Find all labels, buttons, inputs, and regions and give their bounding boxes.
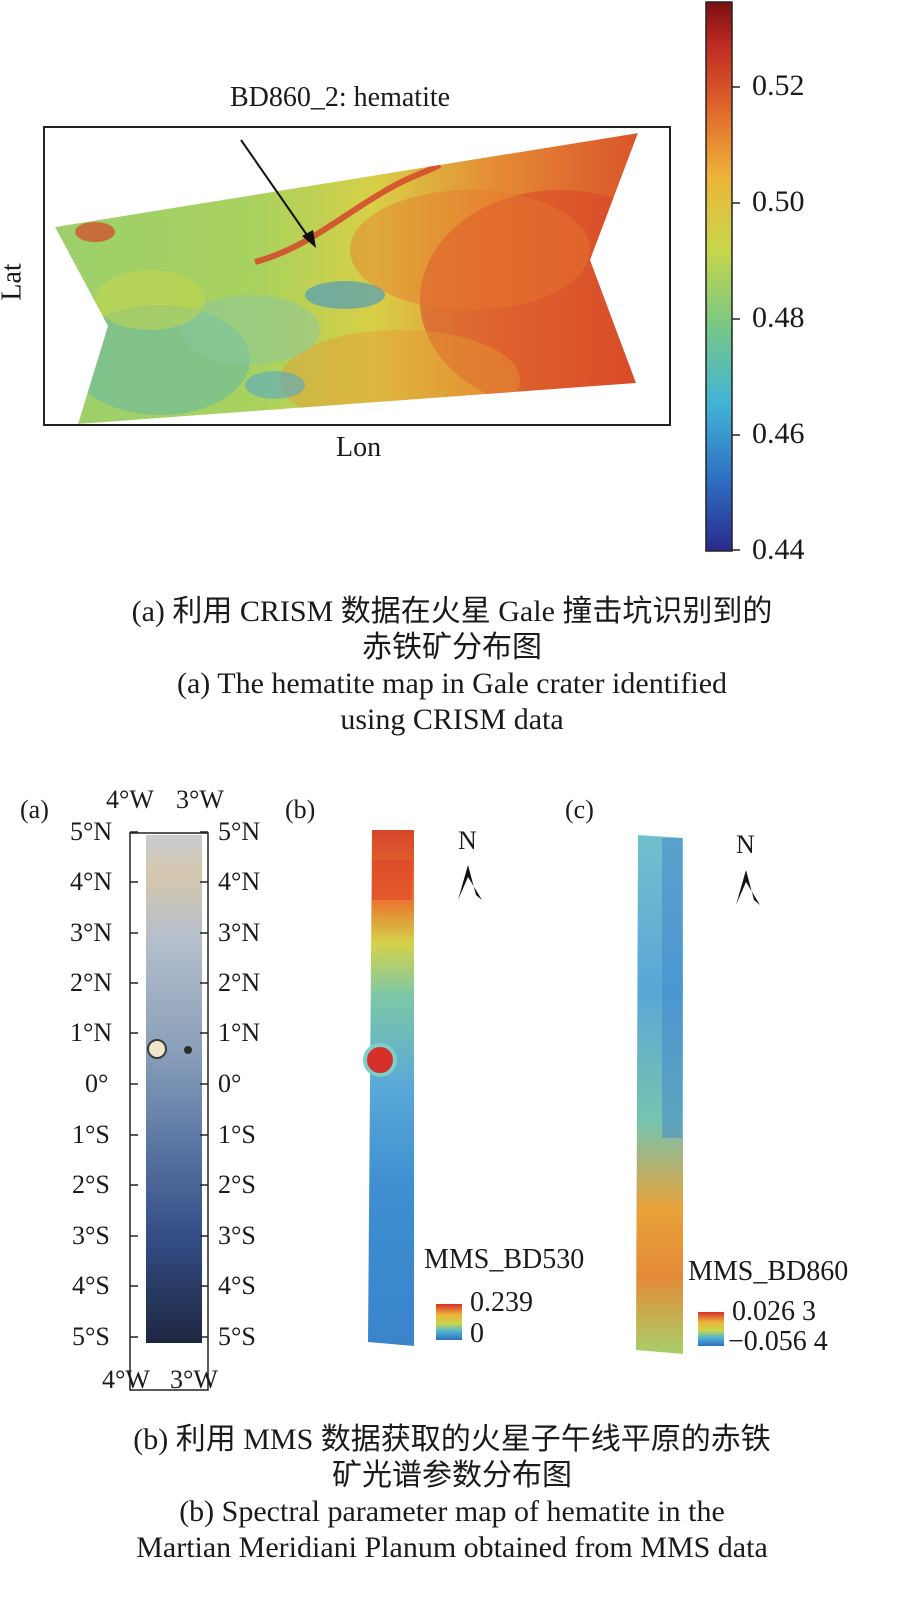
lat-tick-right: 0° xyxy=(218,1069,242,1098)
lat-tick-right: 2°N xyxy=(218,968,261,997)
crater-feature xyxy=(184,1046,192,1054)
colorbar-tick-label: 0.44 xyxy=(752,533,805,566)
strip-b-image xyxy=(368,830,414,1346)
crater-feature xyxy=(147,1039,167,1059)
lat-tick-right: 5°N xyxy=(218,817,261,846)
north-label-b: N xyxy=(458,826,477,855)
strip-a-frame xyxy=(129,832,209,1391)
bottom-tick-lon: 3°W xyxy=(170,1365,218,1394)
annotation-arrow xyxy=(240,139,310,239)
caption-b-zh-line2: 矿光谱参数分布图 xyxy=(332,1459,572,1492)
x-axis-label: Lon xyxy=(336,432,382,463)
legend-c-min: −0.056 4 xyxy=(728,1326,828,1357)
legend-c-title: MMS_BD860 xyxy=(688,1256,849,1287)
hematite-annotation: BD860_2: hematite xyxy=(230,82,451,113)
mms-figure xyxy=(129,830,760,1391)
north-arrow-c xyxy=(736,870,760,905)
legend-b-ramp xyxy=(436,1304,462,1340)
colorbar-ticks xyxy=(732,86,740,551)
lat-tick-left: 4°N xyxy=(70,867,113,896)
subpanel-b-label: (b) xyxy=(285,795,316,824)
lat-tick-right: 1°N xyxy=(218,1018,261,1047)
caption-a-zh-line1: (a) 利用 CRISM 数据在火星 Gale 撞击坑识别到的 xyxy=(131,595,773,628)
caption-a-en-line1: (a) The hematite map in Gale crater iden… xyxy=(176,667,728,700)
legend-c-max: 0.026 3 xyxy=(732,1296,816,1327)
colorbar xyxy=(705,1,733,552)
arrow-head xyxy=(302,230,316,248)
colorbar-tick-label: 0.46 xyxy=(752,417,805,450)
y-axis-label: Lat xyxy=(0,263,28,301)
lat-tick-left: 1°S xyxy=(72,1120,110,1149)
legend-c-ramp xyxy=(698,1312,724,1346)
lat-tick-right: 2°S xyxy=(218,1170,256,1199)
top-tick-lon: 4°W xyxy=(106,785,154,814)
crater-feature xyxy=(363,1043,397,1077)
caption-a-en-line2: using CRISM data xyxy=(340,703,564,736)
legend-b-max: 0.239 xyxy=(470,1287,533,1318)
subpanel-c-label: (c) xyxy=(565,795,594,824)
north-arrow-b xyxy=(458,865,482,900)
lat-tick-left: 4°S xyxy=(72,1271,110,1300)
north-label-c: N xyxy=(736,830,755,859)
colorbar-tick-label: 0.52 xyxy=(752,69,805,102)
caption-b-en-line1: (b) Spectral parameter map of hematite i… xyxy=(179,1495,725,1528)
bottom-tick-lon: 4°W xyxy=(102,1365,150,1394)
strip-b-hotspot xyxy=(372,860,412,900)
lat-tick-right: 3°N xyxy=(218,918,261,947)
hematite-map xyxy=(55,133,638,424)
lat-tick-right: 4°S xyxy=(218,1271,256,1300)
lat-tick-left: 3°N xyxy=(70,918,113,947)
caption-b-zh-line1: (b) 利用 MMS 数据获取的火星子午线平原的赤铁 xyxy=(133,1423,771,1456)
top-tick-lon: 3°W xyxy=(176,785,224,814)
crism-figure xyxy=(43,1,740,552)
lat-tick-left: 5°S xyxy=(72,1322,110,1351)
caption-a-zh-line2: 赤铁矿分布图 xyxy=(362,631,542,664)
strip-c-band xyxy=(662,838,682,1138)
lat-tick-left: 3°S xyxy=(72,1221,110,1250)
lat-tick-right: 4°N xyxy=(218,867,261,896)
strip-a-image xyxy=(146,835,202,1343)
legend-b-title: MMS_BD530 xyxy=(424,1244,585,1275)
lat-tick-left: 0° xyxy=(85,1069,109,1098)
lat-tick-left: 2°N xyxy=(70,968,113,997)
subpanel-a-label: (a) xyxy=(20,795,49,824)
caption-b-en-line2: Martian Meridiani Planum obtained from M… xyxy=(136,1531,768,1564)
strip-a-ticks xyxy=(130,831,208,1338)
colorbar-tick-label: 0.50 xyxy=(752,185,805,218)
colorbar-tick-label: 0.48 xyxy=(752,301,805,334)
legend-b-min: 0 xyxy=(470,1318,484,1349)
map-frame xyxy=(43,126,671,426)
lat-tick-left: 2°S xyxy=(72,1170,110,1199)
lat-tick-left: 5°N xyxy=(70,817,113,846)
lat-tick-right: 1°S xyxy=(218,1120,256,1149)
lat-tick-right: 3°S xyxy=(218,1221,256,1250)
lat-tick-left: 1°N xyxy=(70,1018,113,1047)
lat-tick-right: 5°S xyxy=(218,1322,256,1351)
